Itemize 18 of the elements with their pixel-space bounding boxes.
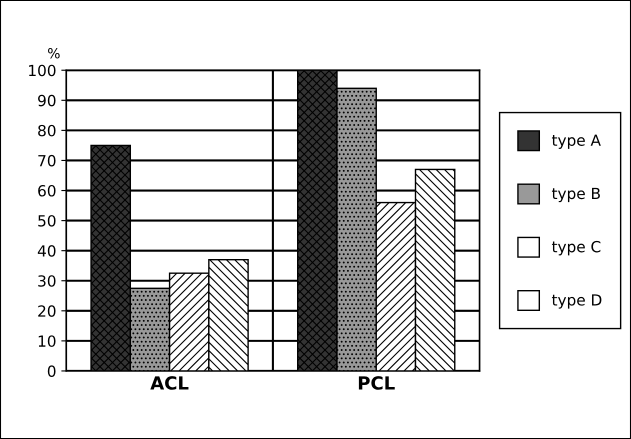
- y-tick-label: 10: [38, 335, 56, 347]
- y-tick-label: 30: [38, 275, 56, 287]
- y-tick-label: 90: [38, 94, 56, 106]
- y-tick-label: 0: [48, 365, 56, 377]
- y-tick-label: 70: [38, 154, 56, 166]
- y-tick-label: 100: [29, 64, 56, 76]
- y-tick-label: 80: [38, 124, 56, 136]
- legend-label: type B: [552, 188, 600, 202]
- x-tick-label: PCL: [358, 376, 395, 390]
- y-axis-title: %: [48, 48, 60, 59]
- legend-label: type D: [552, 294, 602, 309]
- y-tick-label: 50: [38, 215, 56, 227]
- x-tick-label: ACL: [150, 376, 188, 390]
- legend-label: type C: [552, 240, 600, 256]
- legend-label: type A: [552, 134, 601, 149]
- y-tick-label: 60: [38, 184, 56, 197]
- y-tick-label: 20: [38, 305, 56, 317]
- y-tick-label: 40: [38, 245, 56, 257]
